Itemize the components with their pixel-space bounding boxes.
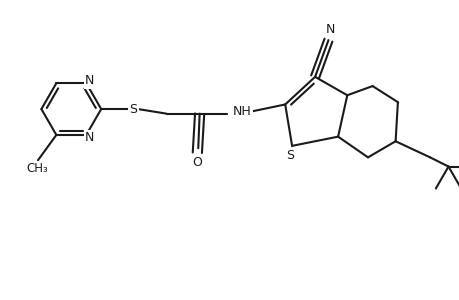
Text: S: S	[285, 149, 293, 163]
Text: O: O	[192, 156, 202, 170]
Text: S: S	[129, 103, 137, 116]
Text: N: N	[85, 74, 95, 87]
Text: CH₃: CH₃	[26, 162, 48, 175]
Text: N: N	[325, 23, 335, 37]
Text: NH: NH	[232, 105, 251, 118]
Text: N: N	[85, 131, 95, 144]
